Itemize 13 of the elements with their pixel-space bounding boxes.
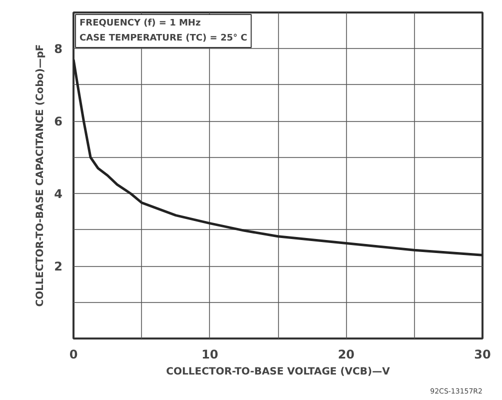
y-axis-title: COLLECTOR-TO-BASE CAPACITANCE (Cobo)—pF xyxy=(35,44,46,307)
y-tick-label: 4 xyxy=(54,187,63,202)
x-tick-label: 0 xyxy=(69,348,78,362)
x-tick-label: 10 xyxy=(201,348,218,362)
y-tick-label: 6 xyxy=(54,114,63,129)
x-tick-label: 30 xyxy=(474,348,491,362)
y-tick-label: 2 xyxy=(54,260,63,274)
line-series xyxy=(74,58,482,256)
annotation: FREQUENCY (f) = 1 MHz xyxy=(80,18,201,28)
x-axis-title: COLLECTOR-TO-BASE VOLTAGE (VCB)—V xyxy=(166,366,390,378)
annotation: CASE TEMPERATURE (TC) = 25° C xyxy=(80,34,248,44)
y-tick-label: 8 xyxy=(54,42,63,56)
x-tick-label: 20 xyxy=(338,348,355,362)
